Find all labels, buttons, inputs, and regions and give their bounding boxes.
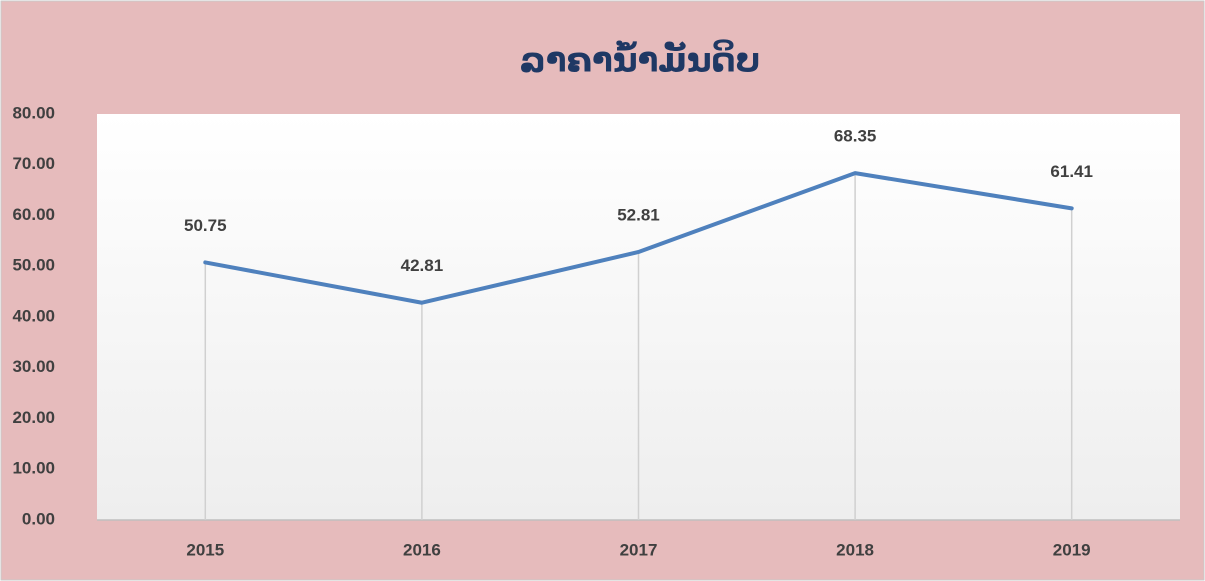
y-tick-label: 60.00 — [12, 205, 55, 224]
data-label: 61.41 — [1050, 162, 1093, 181]
data-label: 50.75 — [184, 216, 227, 235]
series-line — [203, 171, 1074, 305]
chart-title: ລາຄານ້ຳມັນດິບ — [520, 39, 761, 81]
x-tick-label: 2018 — [836, 540, 874, 559]
data-label: 68.35 — [834, 127, 877, 146]
y-tick-label: 0.00 — [22, 509, 55, 528]
y-tick-label: 40.00 — [12, 306, 55, 325]
x-tick-label: 2015 — [186, 540, 224, 559]
y-tick-label: 70.00 — [12, 154, 55, 173]
data-label: 42.81 — [401, 256, 444, 275]
y-tick-label: 10.00 — [12, 459, 55, 478]
y-tick-label: 20.00 — [12, 408, 55, 427]
x-tick-label: 2019 — [1053, 540, 1091, 559]
y-tick-label: 80.00 — [12, 103, 55, 122]
y-tick-label: 50.00 — [12, 256, 55, 275]
x-tick-label: 2016 — [403, 540, 441, 559]
x-tick-label: 2017 — [620, 540, 658, 559]
data-label: 52.81 — [617, 205, 660, 224]
y-tick-label: 30.00 — [12, 357, 55, 376]
